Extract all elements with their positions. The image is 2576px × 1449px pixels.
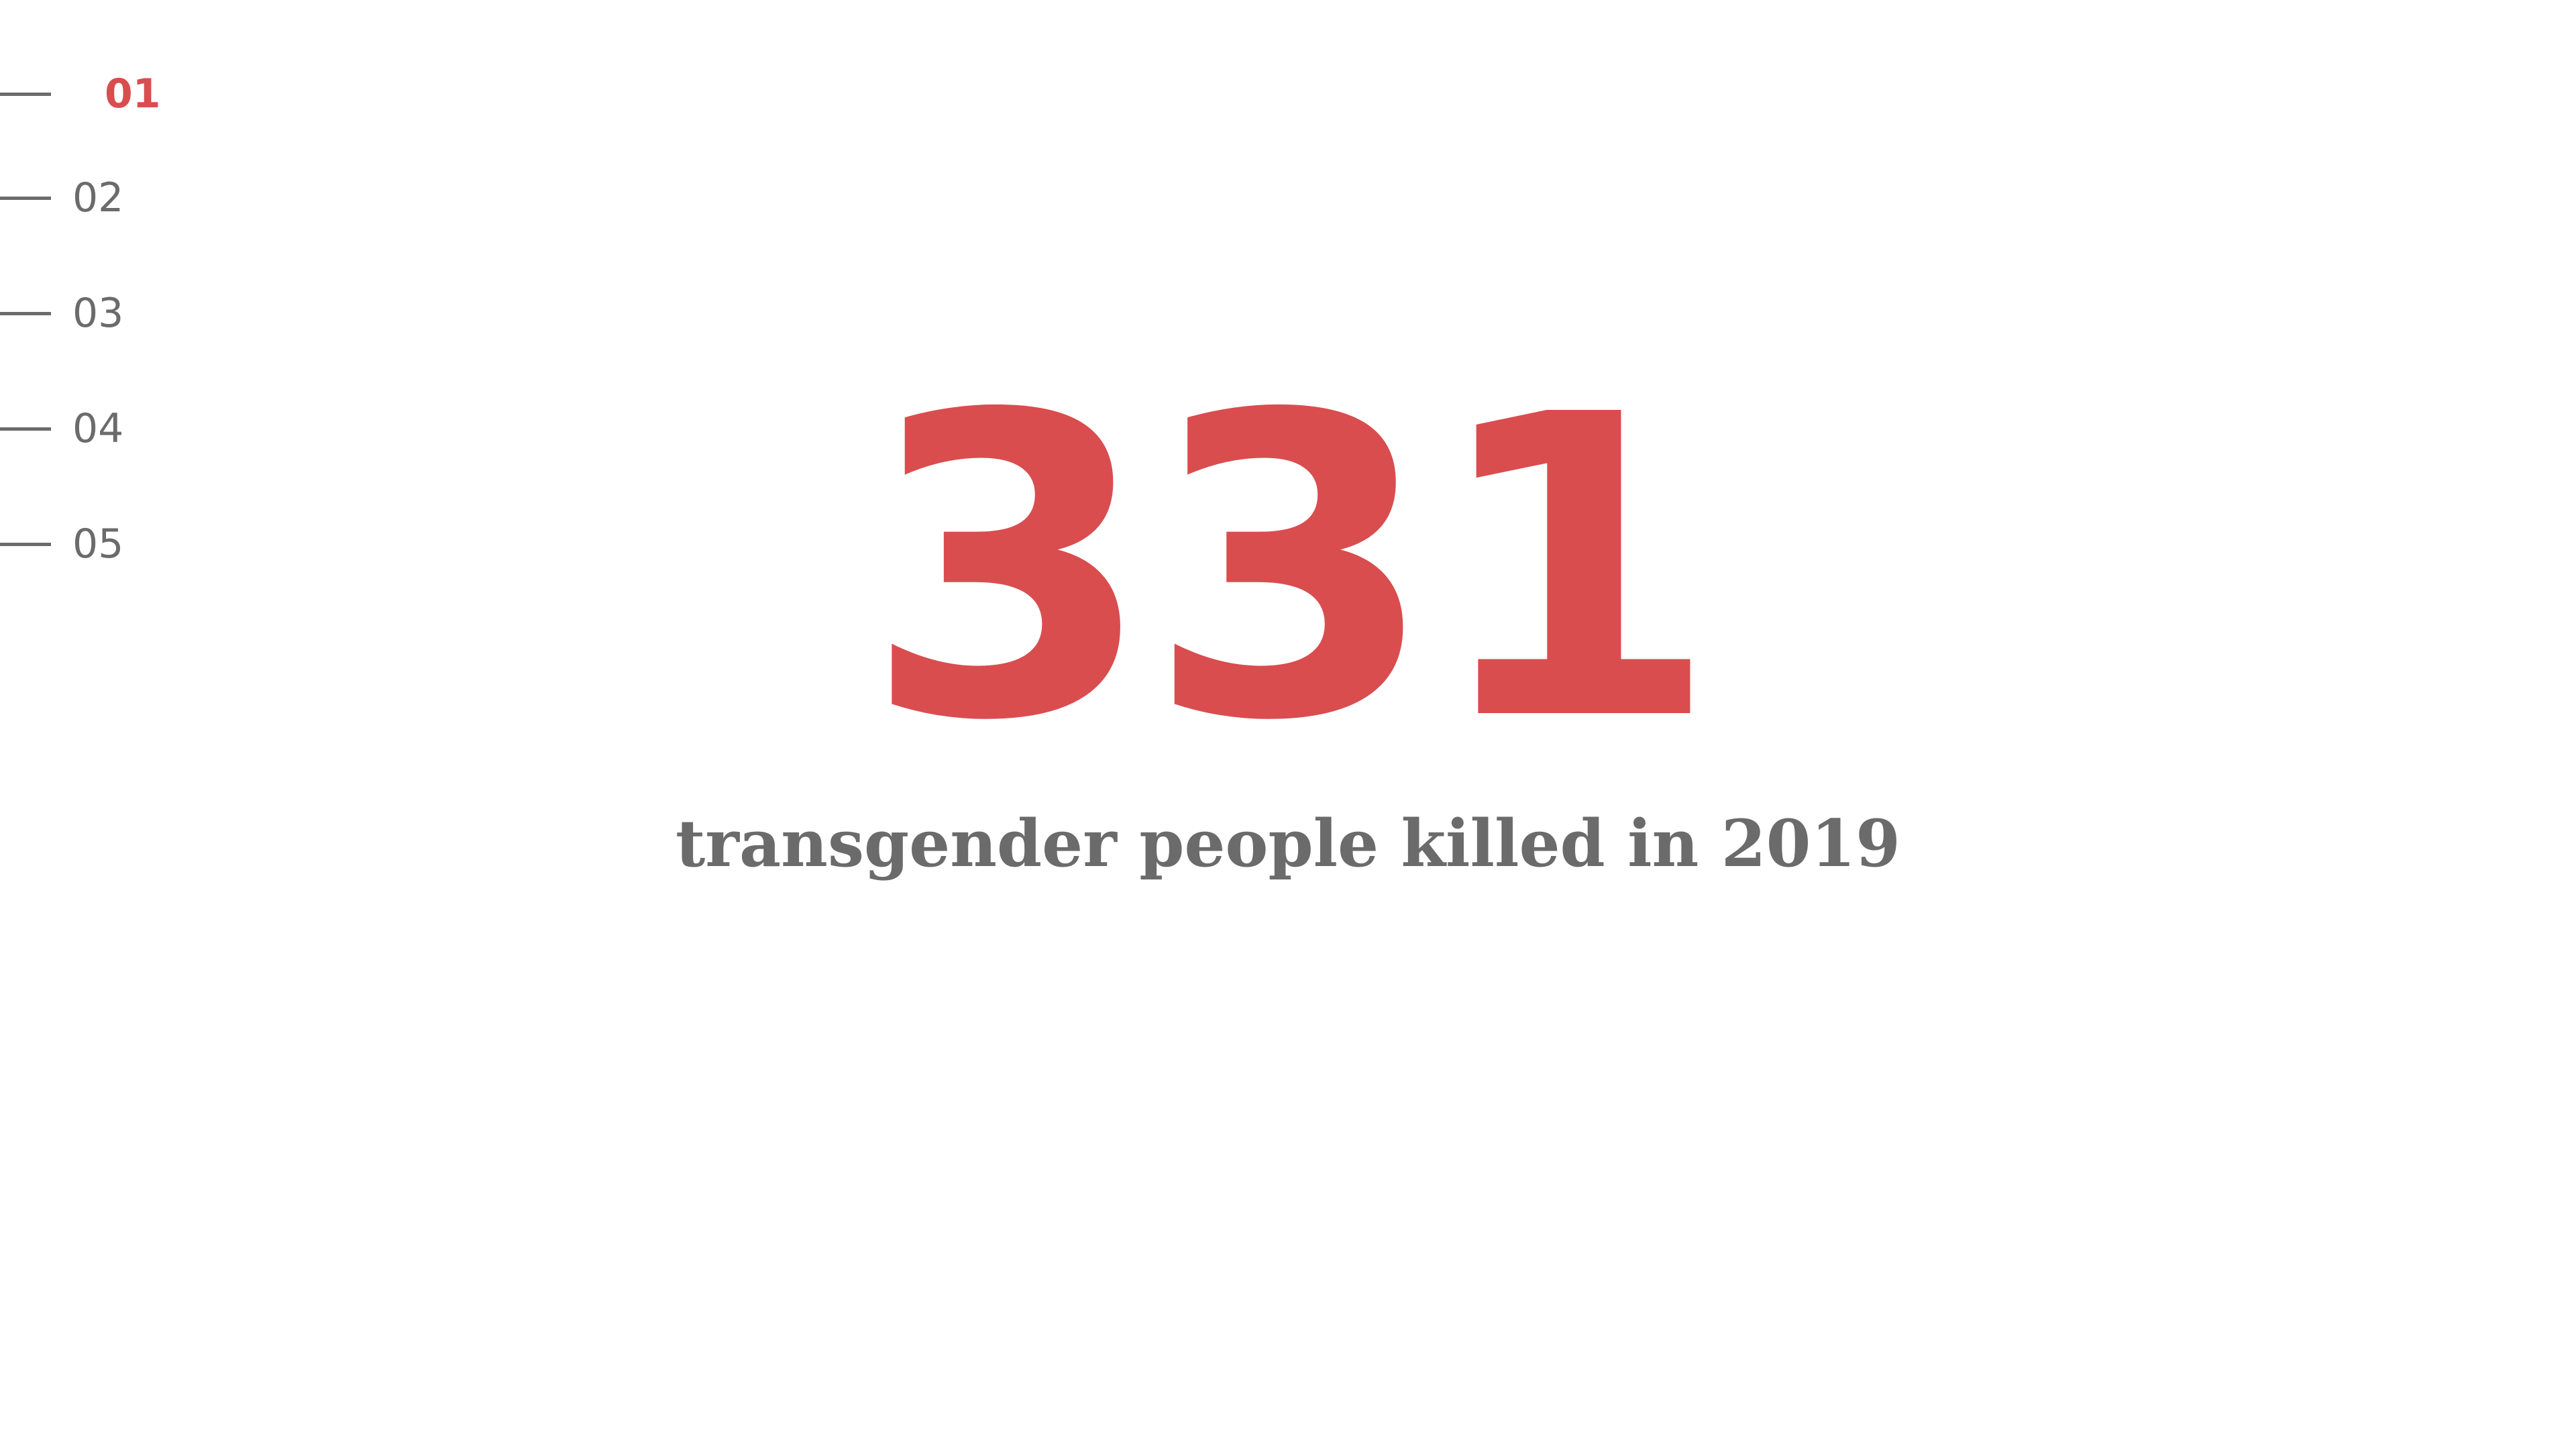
nav-item-01[interactable]: 01 <box>0 67 161 121</box>
nav-item-label: 05 <box>72 521 124 568</box>
nav-item-label: 01 <box>105 70 161 117</box>
nav-item-label: 04 <box>72 405 124 452</box>
nav-dash <box>0 311 51 315</box>
section-nav: 01 02 03 04 05 <box>0 0 268 604</box>
nav-dash <box>0 92 51 96</box>
nav-item-label: 02 <box>72 174 124 221</box>
nav-item-03[interactable]: 03 <box>0 286 123 340</box>
nav-item-02[interactable]: 02 <box>0 171 123 225</box>
stat-number: 331 <box>863 328 1719 812</box>
nav-item-04[interactable]: 04 <box>0 402 123 455</box>
nav-dash <box>0 427 51 431</box>
nav-dash <box>0 196 51 200</box>
nav-dash <box>0 542 51 546</box>
stat-caption: transgender people killed in 2019 <box>676 806 1900 881</box>
nav-item-05[interactable]: 05 <box>0 517 123 571</box>
stat-block: 331 <box>0 362 2576 778</box>
nav-item-label: 03 <box>72 290 124 337</box>
